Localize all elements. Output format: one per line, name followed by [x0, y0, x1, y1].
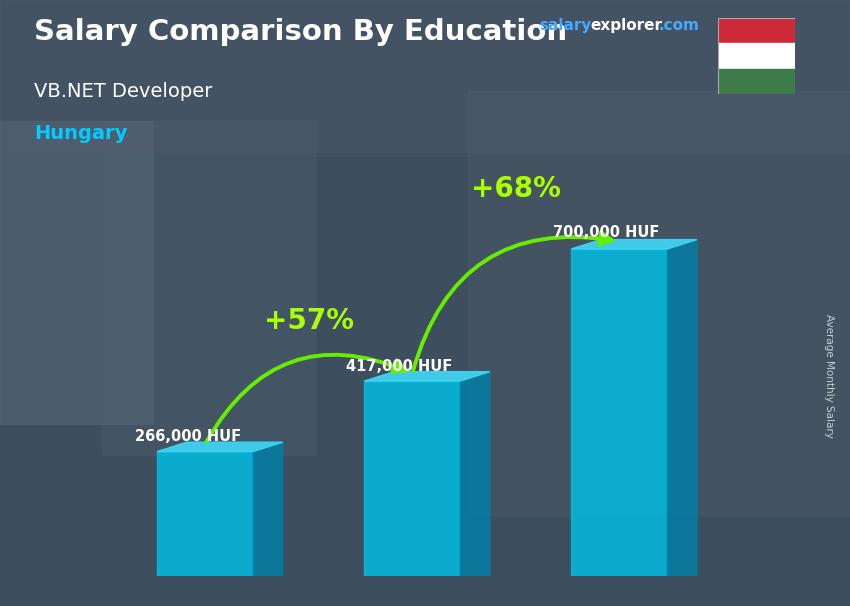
Polygon shape: [571, 249, 667, 576]
Text: salary: salary: [540, 18, 592, 33]
Polygon shape: [364, 381, 461, 576]
Bar: [718, 44, 795, 68]
Text: +68%: +68%: [471, 175, 561, 203]
Polygon shape: [157, 442, 283, 451]
Text: 700,000 HUF: 700,000 HUF: [552, 225, 659, 239]
Text: Hungary: Hungary: [34, 124, 127, 143]
Bar: [102, 121, 314, 454]
Text: .com: .com: [659, 18, 700, 33]
Text: Average Monthly Salary: Average Monthly Salary: [824, 314, 834, 438]
Text: VB.NET Developer: VB.NET Developer: [34, 82, 212, 101]
Polygon shape: [571, 239, 697, 249]
Text: explorer: explorer: [591, 18, 663, 33]
Bar: [468, 91, 850, 515]
Bar: [0, 0, 850, 152]
Text: +57%: +57%: [264, 307, 354, 335]
Text: 417,000 HUF: 417,000 HUF: [346, 359, 452, 373]
Bar: [718, 18, 795, 44]
Text: Salary Comparison By Education: Salary Comparison By Education: [34, 18, 567, 46]
Polygon shape: [253, 442, 283, 576]
Bar: [0, 121, 153, 424]
Polygon shape: [157, 451, 253, 576]
Bar: [718, 68, 795, 94]
Polygon shape: [461, 371, 490, 576]
Polygon shape: [667, 239, 697, 576]
Polygon shape: [364, 371, 490, 381]
Text: 266,000 HUF: 266,000 HUF: [135, 429, 241, 444]
